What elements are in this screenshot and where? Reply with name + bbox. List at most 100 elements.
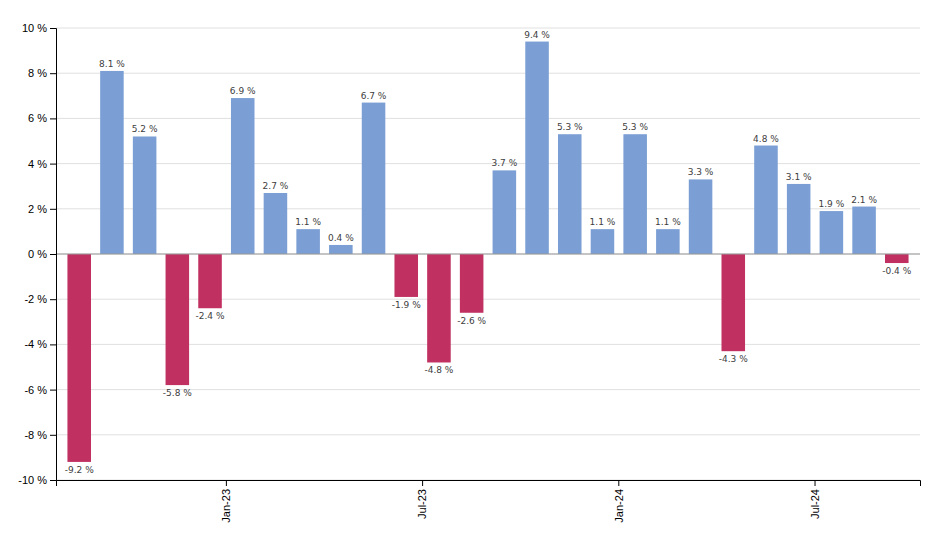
x-tick-label: Jul-24 xyxy=(809,489,821,519)
y-tick-mark xyxy=(50,164,56,165)
y-tick: -10 % xyxy=(18,474,56,486)
grid-line xyxy=(56,73,920,74)
x-tick: Jul-24 xyxy=(809,480,821,519)
bar xyxy=(852,207,876,254)
data-label: 2.7 % xyxy=(263,181,289,191)
y-tick-label: 6 % xyxy=(28,112,47,124)
bar xyxy=(100,71,124,254)
bar xyxy=(623,134,647,254)
x-tick: Jan-23 xyxy=(220,480,232,523)
y-tick-label: -4 % xyxy=(24,338,47,350)
x-tick-mark xyxy=(226,480,227,486)
y-tick-label: -8 % xyxy=(24,429,47,441)
y-tick-mark xyxy=(50,299,56,300)
bar xyxy=(885,254,909,263)
x-tick-mark xyxy=(422,480,423,486)
bar xyxy=(296,229,320,254)
y-tick: -8 % xyxy=(24,429,56,441)
data-label: 3.7 % xyxy=(491,158,517,168)
bar xyxy=(427,254,451,362)
bar xyxy=(166,254,190,385)
data-label: 8.1 % xyxy=(99,59,125,69)
x-tick-mark xyxy=(815,480,816,486)
bar xyxy=(460,254,484,313)
y-tick-mark xyxy=(50,390,56,391)
data-label: -4.3 % xyxy=(719,354,748,364)
y-tick-mark xyxy=(50,209,56,210)
data-label: 6.7 % xyxy=(361,91,387,101)
bar xyxy=(329,245,353,254)
bar xyxy=(394,254,418,297)
grid-line xyxy=(56,254,920,255)
data-label: 3.1 % xyxy=(786,172,812,182)
y-tick-mark xyxy=(50,435,56,436)
y-tick: 4 % xyxy=(28,158,56,170)
data-label: 1.1 % xyxy=(590,217,616,227)
y-tick-mark xyxy=(50,254,56,255)
bar xyxy=(754,146,778,254)
zero-line xyxy=(56,254,920,255)
bar xyxy=(591,229,615,254)
data-label: -5.8 % xyxy=(163,388,192,398)
data-label: -4.8 % xyxy=(424,365,453,375)
bar xyxy=(198,254,222,308)
y-tick-label: 2 % xyxy=(28,203,47,215)
bar xyxy=(362,103,386,254)
grid-line xyxy=(56,434,920,435)
y-tick-label: 8 % xyxy=(28,67,47,79)
data-labels: -9.2 %8.1 %5.2 %-5.8 %-2.4 %6.9 %2.7 %1.… xyxy=(65,30,912,475)
bar xyxy=(558,134,582,254)
data-label: 6.9 % xyxy=(230,86,256,96)
bar xyxy=(231,98,255,254)
y-tick-mark xyxy=(50,344,56,345)
x-axis: Jan-23 Jul-23 Jan-24 Jul-24 xyxy=(57,480,921,523)
y-tick-label: 10 % xyxy=(22,22,47,34)
y-tick: 0 % xyxy=(28,248,56,260)
grid xyxy=(56,28,920,480)
data-label: -1.9 % xyxy=(392,300,421,310)
data-label: 0.4 % xyxy=(328,233,354,243)
y-tick-mark xyxy=(50,118,56,119)
x-tick: Jan-24 xyxy=(613,480,625,523)
grid-line xyxy=(56,163,920,164)
bar xyxy=(525,42,549,254)
data-label: 5.2 % xyxy=(132,124,158,134)
data-label: 5.3 % xyxy=(557,122,583,132)
data-label: 4.8 % xyxy=(753,134,779,144)
y-tick: 8 % xyxy=(28,67,56,79)
y-tick: -6 % xyxy=(24,384,56,396)
y-tick: -4 % xyxy=(24,338,56,350)
y-tick-label: -2 % xyxy=(24,293,47,305)
x-tick-label: Jan-23 xyxy=(220,489,232,523)
y-tick: 6 % xyxy=(28,112,56,124)
data-label: 5.3 % xyxy=(622,122,648,132)
y-tick-mark xyxy=(50,480,56,481)
y-tick-label: -6 % xyxy=(24,384,47,396)
y-tick: -2 % xyxy=(24,293,56,305)
data-label: 1.9 % xyxy=(819,199,845,209)
grid-line xyxy=(56,118,920,119)
plot: -9.2 %8.1 %5.2 %-5.8 %-2.4 %6.9 %2.7 %1.… xyxy=(18,22,920,523)
bar xyxy=(133,136,157,254)
bar xyxy=(493,170,517,254)
bar xyxy=(820,211,844,254)
bar xyxy=(67,254,91,462)
data-label: 1.1 % xyxy=(655,217,681,227)
data-label: 1.1 % xyxy=(295,217,321,227)
y-tick: 10 % xyxy=(22,22,56,34)
data-label: -9.2 % xyxy=(65,465,94,475)
y-axis: -10 % -8 % -6 % -4 % -2 % 0 % 2 % 4 % 6 % 8 % 10 % xyxy=(18,22,56,486)
chart: -9.2 %8.1 %5.2 %-5.8 %-2.4 %6.9 %2.7 %1.… xyxy=(0,0,940,550)
bar xyxy=(787,184,811,254)
y-tick-label: 4 % xyxy=(28,158,47,170)
x-tick-label: Jan-24 xyxy=(613,489,625,523)
bar xyxy=(264,193,288,254)
y-tick-mark xyxy=(50,28,56,29)
bar xyxy=(656,229,680,254)
x-tick-label: Jul-23 xyxy=(416,489,428,519)
data-label: 3.3 % xyxy=(688,167,714,177)
y-tick-label: 0 % xyxy=(28,248,47,260)
x-tick: Jul-23 xyxy=(416,480,428,519)
y-tick: 2 % xyxy=(28,203,56,215)
grid-line xyxy=(56,28,920,29)
